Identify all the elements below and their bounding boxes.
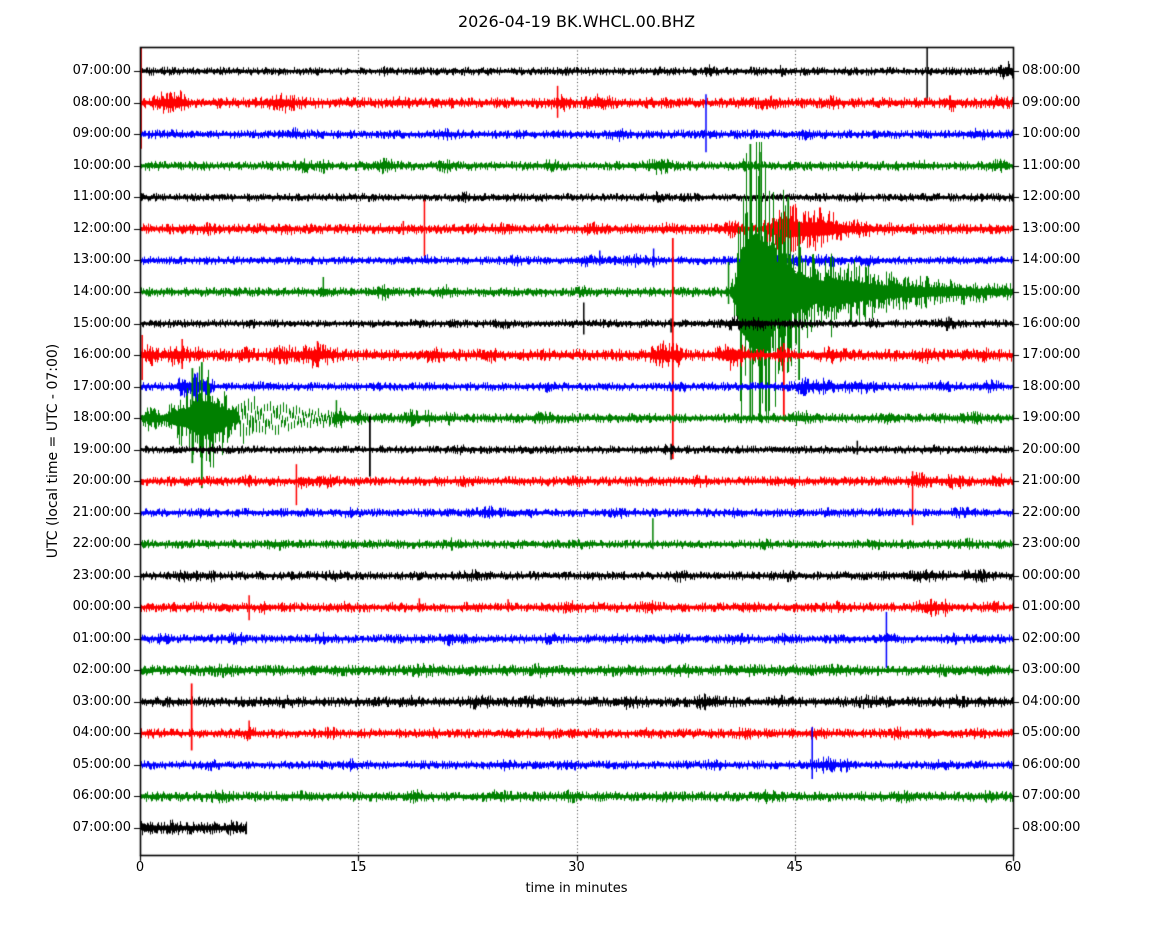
utc-tick-label: 02:00:00 <box>72 662 131 678</box>
x-axis-label: time in minutes <box>525 881 628 896</box>
local-tick-label: 15:00:00 <box>1022 284 1081 299</box>
local-tick-label: 18:00:00 <box>1022 378 1081 394</box>
local-tick-label: 17:00:00 <box>1022 347 1081 363</box>
x-tick-label: 0 <box>135 860 145 875</box>
local-tick-label: 02:00:00 <box>1022 630 1081 646</box>
utc-tick-label: 12:00:00 <box>72 220 131 236</box>
local-tick-label: 10:00:00 <box>1022 126 1081 142</box>
utc-tick-label: 10:00:00 <box>72 157 131 173</box>
utc-tick-label: 09:00:00 <box>72 126 131 142</box>
local-tick-label: 09:00:00 <box>1022 94 1081 110</box>
local-tick-label: 22:00:00 <box>1022 504 1081 520</box>
utc-tick-label: 19:00:00 <box>72 441 131 457</box>
local-tick-label: 03:00:00 <box>1022 662 1081 678</box>
x-tick-label: 30 <box>568 860 585 875</box>
utc-tick-label: 07:00:00 <box>72 63 131 79</box>
local-tick-label: 01:00:00 <box>1022 599 1081 615</box>
x-tick-label: 15 <box>349 860 367 875</box>
utc-tick-label: 21:00:00 <box>72 504 131 520</box>
utc-tick-label: 11:00:00 <box>72 189 131 205</box>
utc-tick-label: 20:00:00 <box>72 473 131 489</box>
utc-tick-label: 23:00:00 <box>72 567 131 583</box>
utc-tick-label: 22:00:00 <box>72 536 131 552</box>
x-tick-label: 60 <box>1004 860 1022 875</box>
utc-tick-label: 13:00:00 <box>72 252 131 268</box>
local-tick-label: 19:00:00 <box>1022 410 1081 426</box>
local-tick-label: 23:00:00 <box>1022 536 1081 552</box>
utc-tick-label: 03:00:00 <box>72 693 131 709</box>
local-tick-label: 12:00:00 <box>1022 189 1081 205</box>
local-tick-label: 14:00:00 <box>1022 252 1081 268</box>
utc-tick-label: 06:00:00 <box>72 788 131 804</box>
utc-tick-label: 04:00:00 <box>72 725 131 741</box>
chart-title: 2026-04-19 BK.WHCL.00.BHZ <box>457 12 696 31</box>
x-tick-label: 45 <box>786 860 804 875</box>
utc-tick-label: 08:00:00 <box>72 94 131 110</box>
local-tick-label: 13:00:00 <box>1022 220 1081 236</box>
local-tick-label: 07:00:00 <box>1022 788 1081 804</box>
utc-tick-label: 18:00:00 <box>72 410 131 426</box>
utc-tick-label: 05:00:00 <box>72 756 131 772</box>
local-tick-label: 04:00:00 <box>1022 693 1081 709</box>
utc-tick-label: 01:00:00 <box>72 630 131 646</box>
local-tick-label: 11:00:00 <box>1022 157 1081 173</box>
utc-tick-label: 00:00:00 <box>72 599 131 615</box>
local-tick-label: 06:00:00 <box>1022 756 1081 772</box>
utc-tick-label: 07:00:00 <box>72 820 131 836</box>
local-tick-label: 08:00:00 <box>1022 63 1081 79</box>
local-tick-label: 20:00:00 <box>1022 441 1081 457</box>
utc-tick-label: 14:00:00 <box>72 284 131 299</box>
utc-tick-label: 16:00:00 <box>72 347 131 363</box>
local-tick-label: 00:00:00 <box>1022 567 1081 583</box>
local-tick-label: 05:00:00 <box>1022 725 1081 741</box>
local-tick-label: 08:00:00 <box>1022 820 1081 836</box>
local-tick-label: 16:00:00 <box>1022 315 1081 331</box>
local-tick-label: 21:00:00 <box>1022 473 1081 489</box>
utc-tick-label: 17:00:00 <box>72 378 131 394</box>
utc-tick-label: 15:00:00 <box>72 315 131 331</box>
